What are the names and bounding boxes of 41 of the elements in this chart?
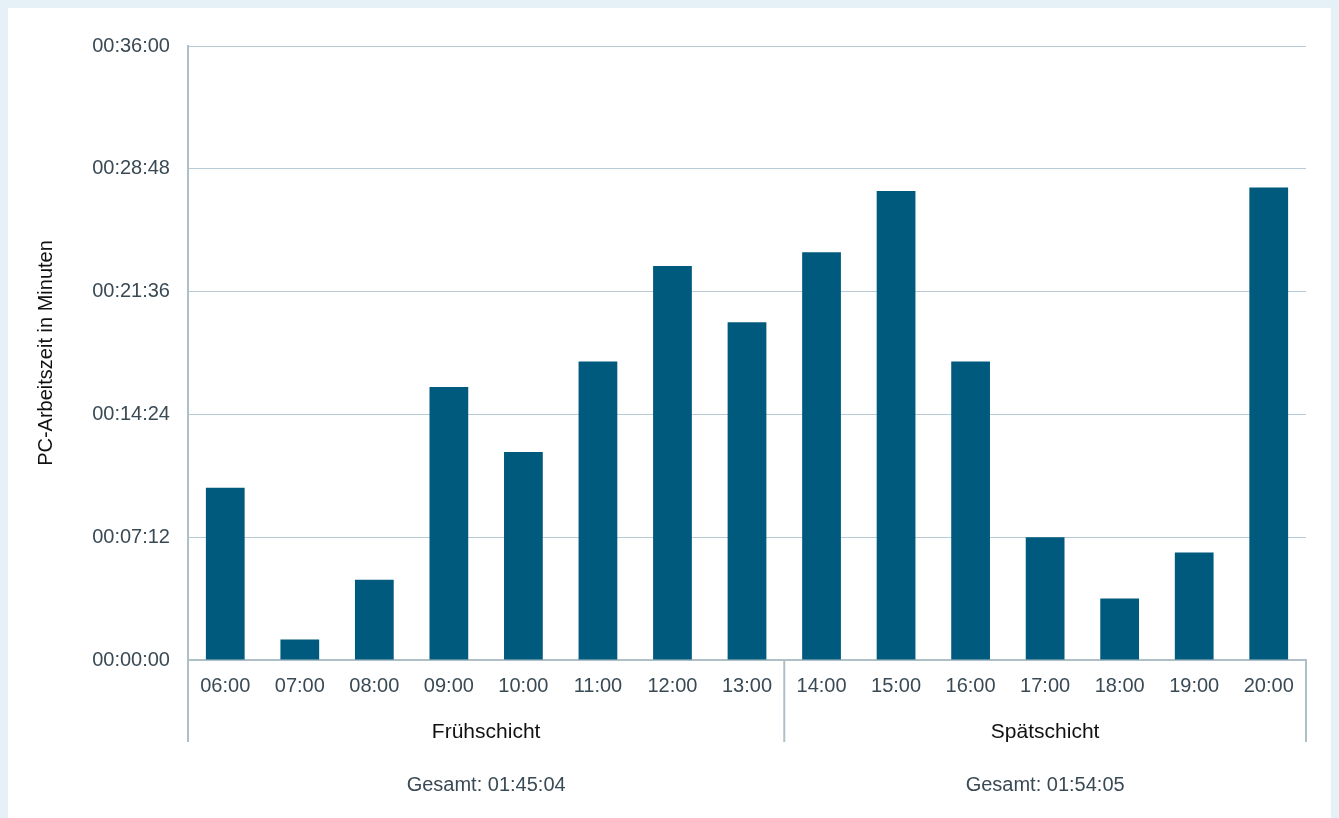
y-tick-label: 00:07:12 bbox=[92, 524, 170, 547]
x-tick-label: 17:00 bbox=[1020, 673, 1071, 696]
bar bbox=[578, 361, 618, 660]
y-tick-label: 00:14:24 bbox=[92, 401, 170, 424]
bar bbox=[504, 451, 543, 660]
y-tick-label: 00:28:48 bbox=[92, 156, 170, 179]
x-tick-label: 14:00 bbox=[796, 673, 847, 696]
x-tick-label: 13:00 bbox=[721, 673, 773, 696]
x-tick-label: 06:00 bbox=[200, 673, 251, 696]
bar bbox=[205, 487, 245, 660]
x-tick-label: 07:00 bbox=[274, 673, 325, 696]
x-tick-label: 12:00 bbox=[647, 673, 698, 696]
x-tick-label: 18:00 bbox=[1094, 673, 1145, 696]
bar bbox=[280, 639, 320, 660]
y-tick-label: 00:00:00 bbox=[92, 647, 170, 670]
y-tick-label: 00:21:36 bbox=[92, 279, 170, 302]
x-tick-label: 16:00 bbox=[945, 673, 996, 696]
bar bbox=[1100, 598, 1140, 660]
x-tick-label: 20:00 bbox=[1243, 673, 1294, 696]
x-tick-label: 19:00 bbox=[1169, 673, 1220, 696]
bar bbox=[354, 579, 394, 660]
bar bbox=[1249, 187, 1289, 660]
bar bbox=[1174, 552, 1214, 660]
bar bbox=[802, 252, 841, 660]
bar bbox=[951, 361, 990, 660]
text: Frühschicht bbox=[431, 718, 541, 742]
x-tick-label: 11:00 bbox=[573, 673, 623, 696]
x-tick-label: 15:00 bbox=[871, 673, 922, 696]
x-tick-label: 08:00 bbox=[349, 673, 400, 696]
y-tick-label: 00:36:00 bbox=[92, 33, 170, 56]
text: Gesamt: 01:54:05 bbox=[965, 772, 1125, 795]
bar bbox=[727, 322, 767, 660]
text: Spätschicht bbox=[990, 718, 1100, 742]
text: Gesamt: 01:45:04 bbox=[406, 772, 566, 795]
bar bbox=[1025, 537, 1065, 660]
bar bbox=[876, 190, 916, 660]
y-axis-title: PC-Arbeitszeit in Minuten bbox=[33, 240, 56, 466]
x-tick-label: 10:00 bbox=[498, 673, 549, 696]
bar bbox=[429, 387, 469, 660]
bar bbox=[653, 266, 692, 660]
x-tick-label: 09:00 bbox=[423, 673, 474, 696]
